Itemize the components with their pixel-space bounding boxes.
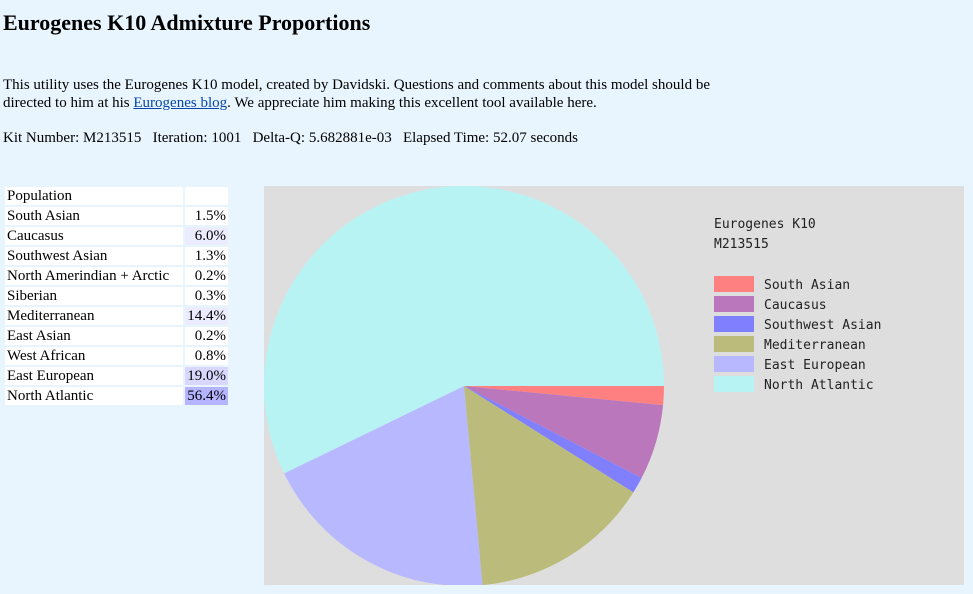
pie-slice-north-atlantic [264, 186, 664, 474]
population-name: Caucasus [5, 227, 183, 245]
table-header-pct [185, 187, 228, 205]
population-pct: 19.0% [185, 367, 228, 385]
pie-slices [264, 186, 664, 585]
chart-legend: South Asian Caucasus Southwest Asian Medite… [714, 276, 881, 393]
elapsed-label: Elapsed Time: [402, 130, 490, 146]
legend-label: East European [764, 358, 866, 373]
table-row: Caucasus 6.0% [5, 227, 228, 245]
table-row: East European 19.0% [5, 367, 228, 385]
delta-value: 5.682881e-03 [308, 130, 392, 146]
legend-label: Southwest Asian [764, 318, 881, 333]
chart-title: Eurogenes K10 [714, 217, 816, 232]
pie-slice-south-asian [464, 386, 664, 406]
population-pct: 0.3% [185, 287, 228, 305]
population-pct: 56.4% [185, 387, 228, 405]
table-header: Population [5, 187, 183, 205]
delta-label: Delta-Q: [252, 130, 306, 146]
legend-swatch [714, 376, 754, 392]
iteration-value: 1001 [211, 130, 242, 146]
population-table: Population South Asian 1.5% Caucasus 6.0% So… [3, 185, 230, 407]
legend-swatch [714, 276, 754, 292]
run-stats: Kit Number: M213515 Iteration: 1001 Delt… [3, 130, 578, 147]
page-title: Eurogenes K10 Admixture Proportions [3, 10, 371, 35]
iteration-label: Iteration: [152, 130, 208, 146]
population-pct: 6.0% [185, 227, 228, 245]
pie-slice-southwest-asian [464, 386, 642, 493]
table-row: West African 0.8% [5, 347, 228, 365]
table-row: Siberian 0.3% [5, 287, 228, 305]
table-row: South Asian 1.5% [5, 207, 228, 225]
table-header-row: Population [5, 187, 228, 205]
population-name: South Asian [5, 207, 183, 225]
pie-chart-svg: Eurogenes K10 M213515 South Asian Caucasu… [264, 186, 881, 585]
population-name: Siberian [5, 287, 183, 305]
chart-subtitle: M213515 [714, 237, 769, 252]
intro-paragraph: This utility uses the Eurogenes K10 mode… [3, 76, 723, 112]
pie-slice-east-european [284, 386, 483, 585]
population-pct: 1.5% [185, 207, 228, 225]
population-pct: 0.2% [185, 327, 228, 345]
eurogenes-blog-link[interactable]: Eurogenes blog [133, 95, 228, 111]
population-name: Southwest Asian [5, 247, 183, 265]
intro-text-before: This utility uses the Eurogenes K10 mode… [3, 77, 710, 111]
legend-swatch [714, 336, 754, 352]
table-row: Southwest Asian 1.3% [5, 247, 228, 265]
population-pct: 14.4% [185, 307, 228, 325]
table-row: North Amerindian + Arctic 0.2% [5, 267, 228, 285]
population-pct: 1.3% [185, 247, 228, 265]
intro-text-after: . We appreciate him making this excellen… [227, 95, 597, 111]
population-name: North Atlantic [5, 387, 183, 405]
legend-label: Caucasus [764, 298, 827, 313]
population-pct: 0.8% [185, 347, 228, 365]
table-row: Mediterranean 14.4% [5, 307, 228, 325]
population-name: North Amerindian + Arctic [5, 267, 183, 285]
pie-slice-mediterranean [464, 386, 634, 585]
legend-swatch [714, 316, 754, 332]
legend-label: South Asian [764, 278, 850, 293]
pie-slice-caucasus [464, 386, 664, 478]
legend-swatch [714, 296, 754, 312]
population-pct: 0.2% [185, 267, 228, 285]
population-name: East European [5, 367, 183, 385]
population-name: East Asian [5, 327, 183, 345]
table-row: North Atlantic 56.4% [5, 387, 228, 405]
admixture-pie-chart: Eurogenes K10 M213515 South Asian Caucasu… [264, 186, 964, 585]
table-row: East Asian 0.2% [5, 327, 228, 345]
population-name: Mediterranean [5, 307, 183, 325]
kit-label: Kit Number: [3, 130, 80, 146]
elapsed-value: 52.07 seconds [492, 130, 578, 146]
legend-label: North Atlantic [764, 378, 874, 393]
population-name: West African [5, 347, 183, 365]
legend-swatch [714, 356, 754, 372]
kit-value: M213515 [83, 130, 142, 146]
legend-label: Mediterranean [764, 338, 866, 353]
